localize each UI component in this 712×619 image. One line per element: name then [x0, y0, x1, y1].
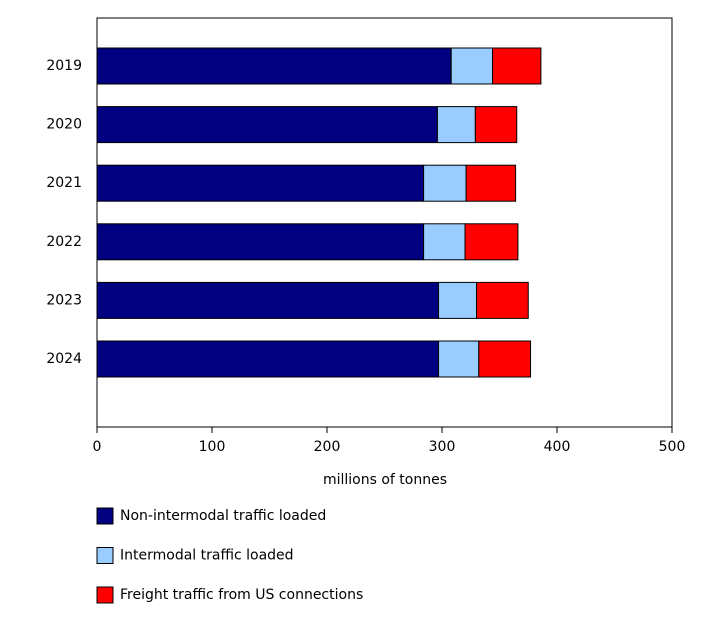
bar-segment: [438, 340, 480, 378]
bar-segment: [464, 223, 519, 261]
plot-frame: [96, 17, 673, 428]
bar-segment: [476, 281, 529, 319]
legend-swatch: [96, 586, 114, 604]
y-tick-label: 2024: [46, 351, 82, 367]
legend-label: Non-intermodal traffic loaded: [120, 508, 326, 524]
x-tick-label: 500: [659, 439, 686, 455]
y-tick-label: 2021: [46, 175, 82, 191]
bar-segment: [96, 340, 440, 378]
x-tick-label: 100: [199, 439, 226, 455]
legend-swatch: [96, 507, 114, 525]
bar-segment: [474, 106, 518, 144]
bar-segment: [465, 164, 517, 202]
bar-segment: [438, 281, 477, 319]
bar-segment: [423, 164, 467, 202]
bar-segment: [96, 106, 438, 144]
y-tick-label: 2022: [46, 234, 82, 250]
y-tick-label: 2020: [46, 117, 82, 133]
x-tick-label: 300: [429, 439, 456, 455]
bar-segment: [478, 340, 532, 378]
x-tick-label: 200: [314, 439, 341, 455]
legend-label: Intermodal traffic loaded: [120, 548, 294, 564]
y-tick-label: 2019: [46, 58, 82, 74]
bar-segment: [96, 281, 440, 319]
y-tick-label: 2023: [46, 292, 82, 308]
legend-swatch: [96, 547, 114, 564]
x-tick-label: 400: [544, 439, 571, 455]
bar-segment: [96, 223, 425, 261]
x-axis-label: millions of tonnes: [323, 472, 447, 488]
bar-segment: [423, 223, 466, 261]
bar-segment: [436, 106, 476, 144]
bar-segment: [450, 47, 494, 85]
bar-segment: [96, 47, 452, 85]
bar-segment: [96, 164, 425, 202]
legend-label: Freight traffic from US connections: [120, 587, 363, 603]
x-tick-label: 0: [93, 439, 102, 455]
bar-segment: [492, 47, 542, 85]
